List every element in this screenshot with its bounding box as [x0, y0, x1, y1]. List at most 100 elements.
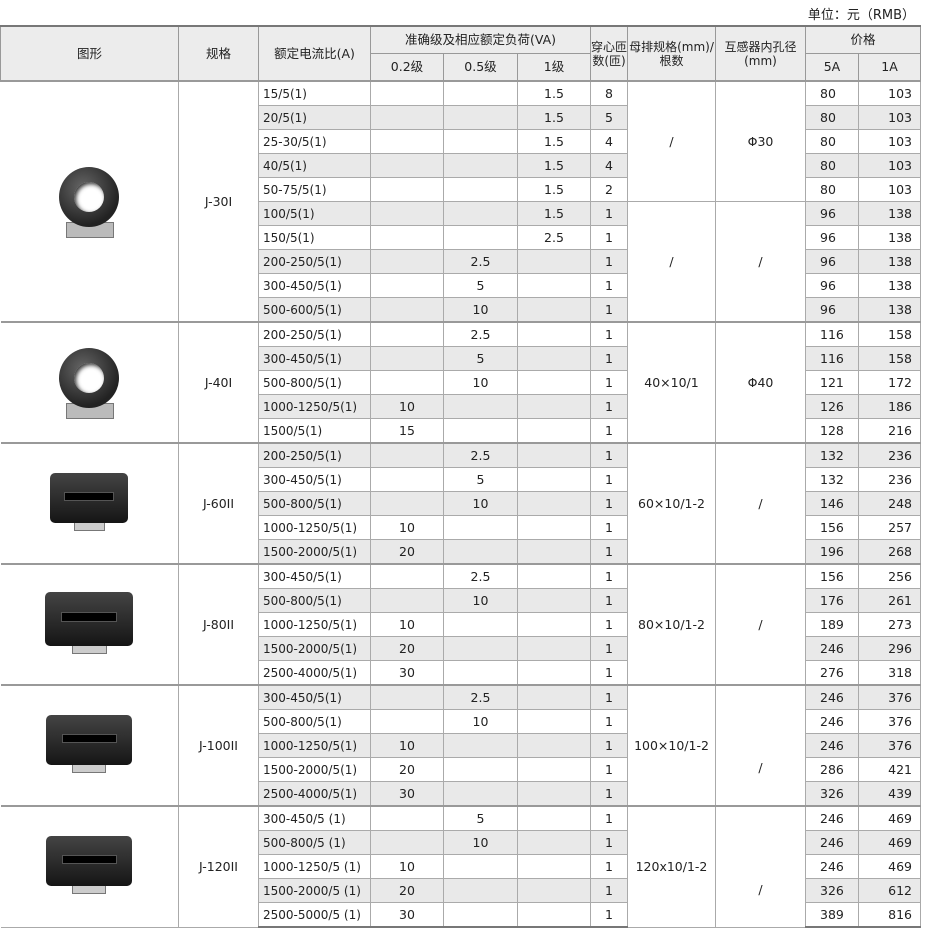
price-1a-cell: 261: [857, 588, 922, 613]
accuracy-1-cell: [517, 733, 591, 758]
price-1a-cell: 138: [857, 225, 922, 250]
table-row: 2500-5000/5 (1) 30 1 389 816: [1, 902, 922, 928]
busbar-cell: /: [627, 80, 716, 202]
ratio-cell: 1000-1250/5(1): [258, 515, 371, 540]
price-5a-cell: 128: [805, 418, 859, 444]
hole-diameter-cell: /: [715, 805, 806, 928]
accuracy-1-cell: [517, 467, 591, 492]
ratio-cell: 500-600/5(1): [258, 297, 371, 323]
hole-diameter-cell: /: [715, 563, 806, 686]
table-row: 300-450/5(1) 5 1 96 138: [1, 273, 922, 298]
accuracy-02-cell: 15: [370, 418, 444, 444]
accuracy-05-cell: [443, 660, 518, 686]
ratio-cell: 1000-1250/5(1): [258, 394, 371, 419]
ratio-cell: 300-450/5(1): [258, 273, 371, 298]
table-row: 1000-1250/5(1) 10 1 246 376: [1, 733, 922, 758]
price-5a-cell: 80: [805, 129, 859, 154]
turns-cell: 1: [590, 346, 628, 371]
turns-cell: 1: [590, 709, 628, 734]
accuracy-1-cell: [517, 297, 591, 323]
price-5a-cell: 146: [805, 491, 859, 516]
turns-cell: 5: [590, 105, 628, 130]
price-5a-cell: 246: [805, 709, 859, 734]
accuracy-05-cell: 10: [443, 830, 518, 855]
hole-diameter-cell: /: [715, 442, 806, 565]
hole-diameter-cell: Φ30: [715, 80, 806, 202]
busbar-cell: 60×10/1-2: [627, 442, 716, 565]
price-1a-cell: 103: [857, 153, 922, 178]
accuracy-1-cell: [517, 902, 591, 928]
price-1a-cell: 216: [857, 418, 922, 444]
accuracy-05-cell: [443, 733, 518, 758]
accuracy-02-cell: 10: [370, 394, 444, 419]
price-1a-cell: 103: [857, 80, 922, 106]
accuracy-1-cell: [517, 757, 591, 782]
accuracy-02-cell: 30: [370, 781, 444, 807]
header-accuracy: 准确级及相应额定负荷(VA): [370, 25, 591, 54]
price-1a-cell: 268: [857, 539, 922, 565]
accuracy-02-cell: [370, 201, 444, 226]
accuracy-02-cell: 20: [370, 757, 444, 782]
turns-cell: 1: [590, 394, 628, 419]
accuracy-05-cell: 2.5: [443, 321, 518, 347]
model-cell: J-60II: [178, 442, 259, 565]
turns-cell: 1: [590, 660, 628, 686]
price-5a-cell: 389: [805, 902, 859, 928]
ratio-cell: 20/5(1): [258, 105, 371, 130]
accuracy-1-cell: [517, 878, 591, 903]
accuracy-05-cell: [443, 394, 518, 419]
ratio-cell: 2500-4000/5(1): [258, 660, 371, 686]
table-row: 25-30/5(1) 1.5 4 80 103: [1, 129, 922, 154]
accuracy-02-cell: [370, 370, 444, 395]
price-5a-cell: 80: [805, 177, 859, 202]
accuracy-05-cell: 10: [443, 370, 518, 395]
price-5a-cell: 80: [805, 80, 859, 106]
model-cell: J-80II: [178, 563, 259, 686]
price-1a-cell: 158: [857, 321, 922, 347]
price-1a-cell: 376: [857, 709, 922, 734]
price-1a-cell: 469: [857, 854, 922, 879]
accuracy-1-cell: [517, 612, 591, 637]
price-5a-cell: 156: [805, 515, 859, 540]
ratio-cell: 1000-1250/5 (1): [258, 854, 371, 879]
accuracy-02-cell: [370, 442, 444, 468]
ratio-cell: 25-30/5(1): [258, 129, 371, 154]
price-5a-cell: 246: [805, 636, 859, 661]
accuracy-02-cell: [370, 491, 444, 516]
price-5a-cell: 326: [805, 878, 859, 903]
price-5a-cell: 276: [805, 660, 859, 686]
header-price-1a: 1A: [857, 53, 922, 82]
turns-cell: 1: [590, 563, 628, 589]
accuracy-1-cell: [517, 394, 591, 419]
accuracy-05-cell: 2.5: [443, 563, 518, 589]
table-row: 1000-1250/5(1) 10 1 126 186: [1, 394, 922, 419]
ratio-cell: 2500-4000/5(1): [258, 781, 371, 807]
accuracy-1-cell: 1.5: [517, 177, 591, 202]
price-1a-cell: 138: [857, 297, 922, 323]
model-cell: J-120II: [178, 805, 259, 928]
price-1a-cell: 172: [857, 370, 922, 395]
accuracy-02-cell: [370, 105, 444, 130]
accuracy-05-cell: [443, 418, 518, 444]
accuracy-1-cell: 1.5: [517, 153, 591, 178]
turns-cell: 1: [590, 588, 628, 613]
accuracy-05-cell: 2.5: [443, 442, 518, 468]
price-5a-cell: 116: [805, 321, 859, 347]
accuracy-05-cell: [443, 80, 518, 106]
accuracy-1-cell: [517, 781, 591, 807]
accuracy-1-cell: [517, 346, 591, 371]
product-image-cell: [0, 805, 179, 928]
ratio-cell: 500-800/5(1): [258, 588, 371, 613]
turns-cell: 1: [590, 273, 628, 298]
model-cell: J-40I: [178, 321, 259, 444]
rect-transformer-image: [45, 591, 134, 658]
accuracy-05-cell: 10: [443, 709, 518, 734]
turns-cell: 1: [590, 418, 628, 444]
ratio-cell: 300-450/5 (1): [258, 805, 371, 831]
price-1a-cell: 103: [857, 129, 922, 154]
hole-diameter-cell: Φ40: [715, 321, 806, 444]
ratio-cell: 1500-2000/5(1): [258, 757, 371, 782]
busbar-cell: /: [627, 201, 716, 323]
turns-cell: 1: [590, 636, 628, 661]
price-table: 图形 规格 额定电流比(A) 准确级及相应额定负荷(VA) 穿心匝数(匝) 母排…: [0, 25, 922, 928]
